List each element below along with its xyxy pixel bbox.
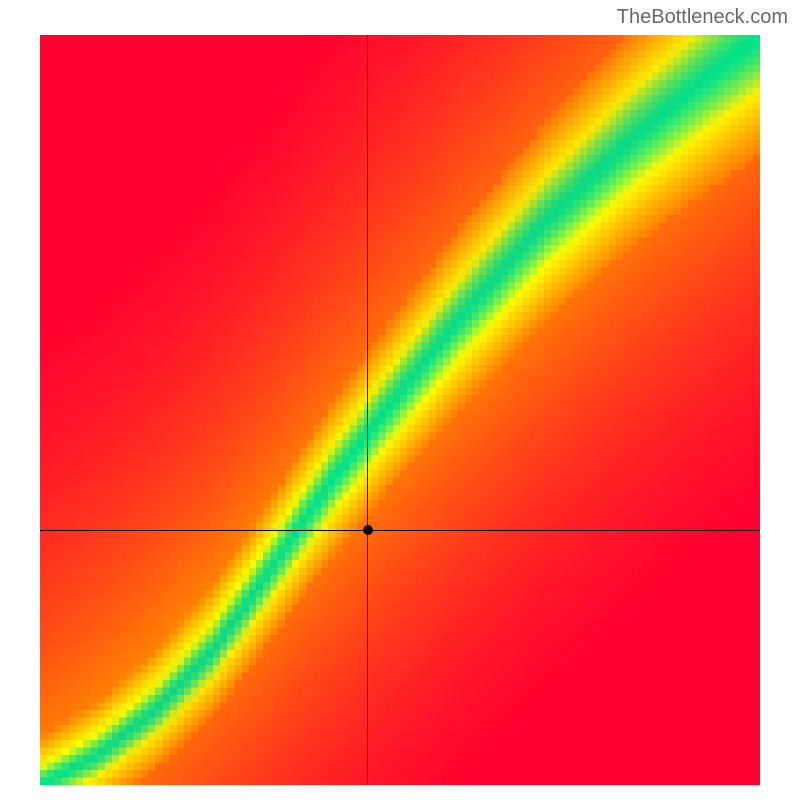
crosshair-vertical: [367, 35, 368, 785]
watermark-text: TheBottleneck.com: [617, 6, 788, 29]
crosshair-marker: [363, 525, 373, 535]
chart-frame: [40, 35, 760, 785]
crosshair-horizontal: [40, 530, 760, 531]
bottleneck-heatmap: [40, 35, 760, 785]
